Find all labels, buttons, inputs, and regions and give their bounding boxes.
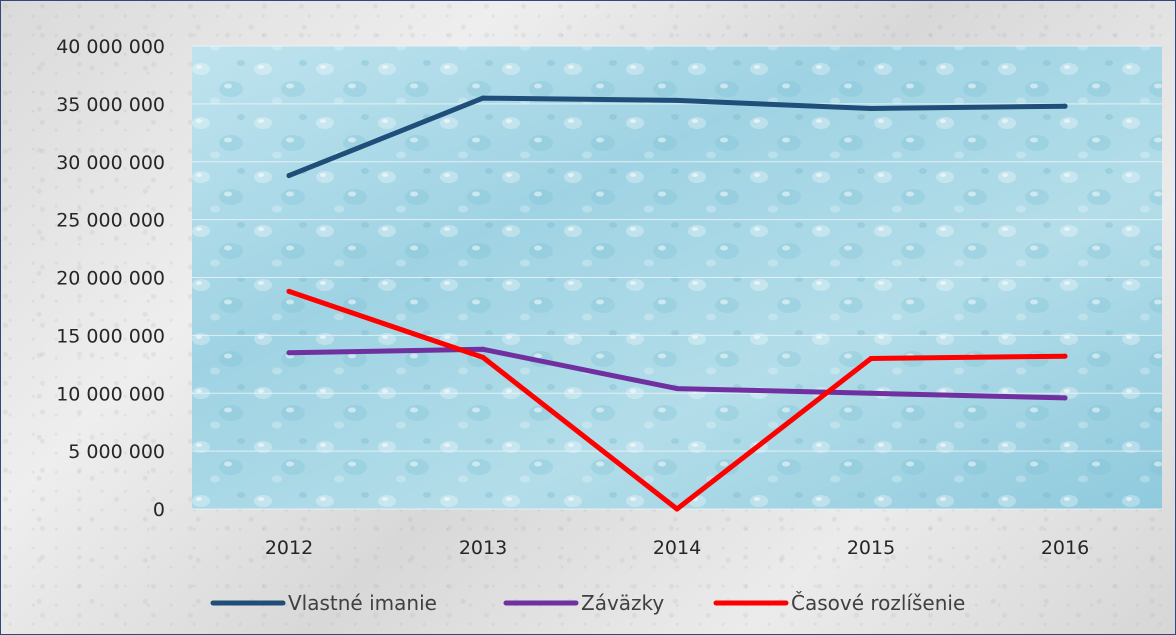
data-point [674, 97, 680, 103]
data-point [480, 95, 486, 101]
data-point [480, 346, 486, 352]
y-axis: 0 5 000 000 10 000 000 15 000 000 20 000 000… [56, 36, 165, 521]
x-tick-label: 2012 [265, 537, 313, 559]
y-tick-label: 30 000 000 [56, 152, 165, 174]
y-tick-label: 40 000 000 [56, 36, 165, 58]
legend: Vlastné imanie Záväzky Časové rozlíšenie [210, 591, 965, 615]
data-point [674, 506, 680, 512]
data-point [480, 354, 486, 360]
data-point [674, 386, 680, 392]
data-point [868, 356, 874, 362]
y-tick-label: 15 000 000 [56, 325, 165, 347]
data-point [286, 288, 292, 294]
legend-label: Záväzky [581, 591, 664, 615]
y-tick-label: 25 000 000 [56, 210, 165, 232]
data-point [1062, 353, 1068, 359]
x-axis: 2012 2013 2014 2015 2016 [265, 537, 1089, 559]
gridlines [192, 45, 1162, 510]
y-tick-label: 0 [153, 499, 165, 521]
x-tick-label: 2016 [1041, 537, 1089, 559]
series-lines [286, 95, 1068, 512]
data-point [1062, 103, 1068, 109]
data-point [868, 390, 874, 396]
data-point [286, 173, 292, 179]
x-tick-label: 2015 [847, 537, 895, 559]
y-tick-label: 5 000 000 [68, 441, 165, 463]
y-tick-label: 10 000 000 [56, 383, 165, 405]
legend-label: Vlastné imanie [288, 591, 437, 615]
x-tick-label: 2013 [459, 537, 507, 559]
y-tick-label: 35 000 000 [56, 94, 165, 116]
data-point [286, 350, 292, 356]
y-tick-label: 20 000 000 [56, 268, 165, 290]
x-tick-label: 2014 [653, 537, 701, 559]
legend-label: Časové rozlíšenie [791, 591, 965, 615]
data-point [1062, 395, 1068, 401]
data-point [868, 106, 874, 112]
